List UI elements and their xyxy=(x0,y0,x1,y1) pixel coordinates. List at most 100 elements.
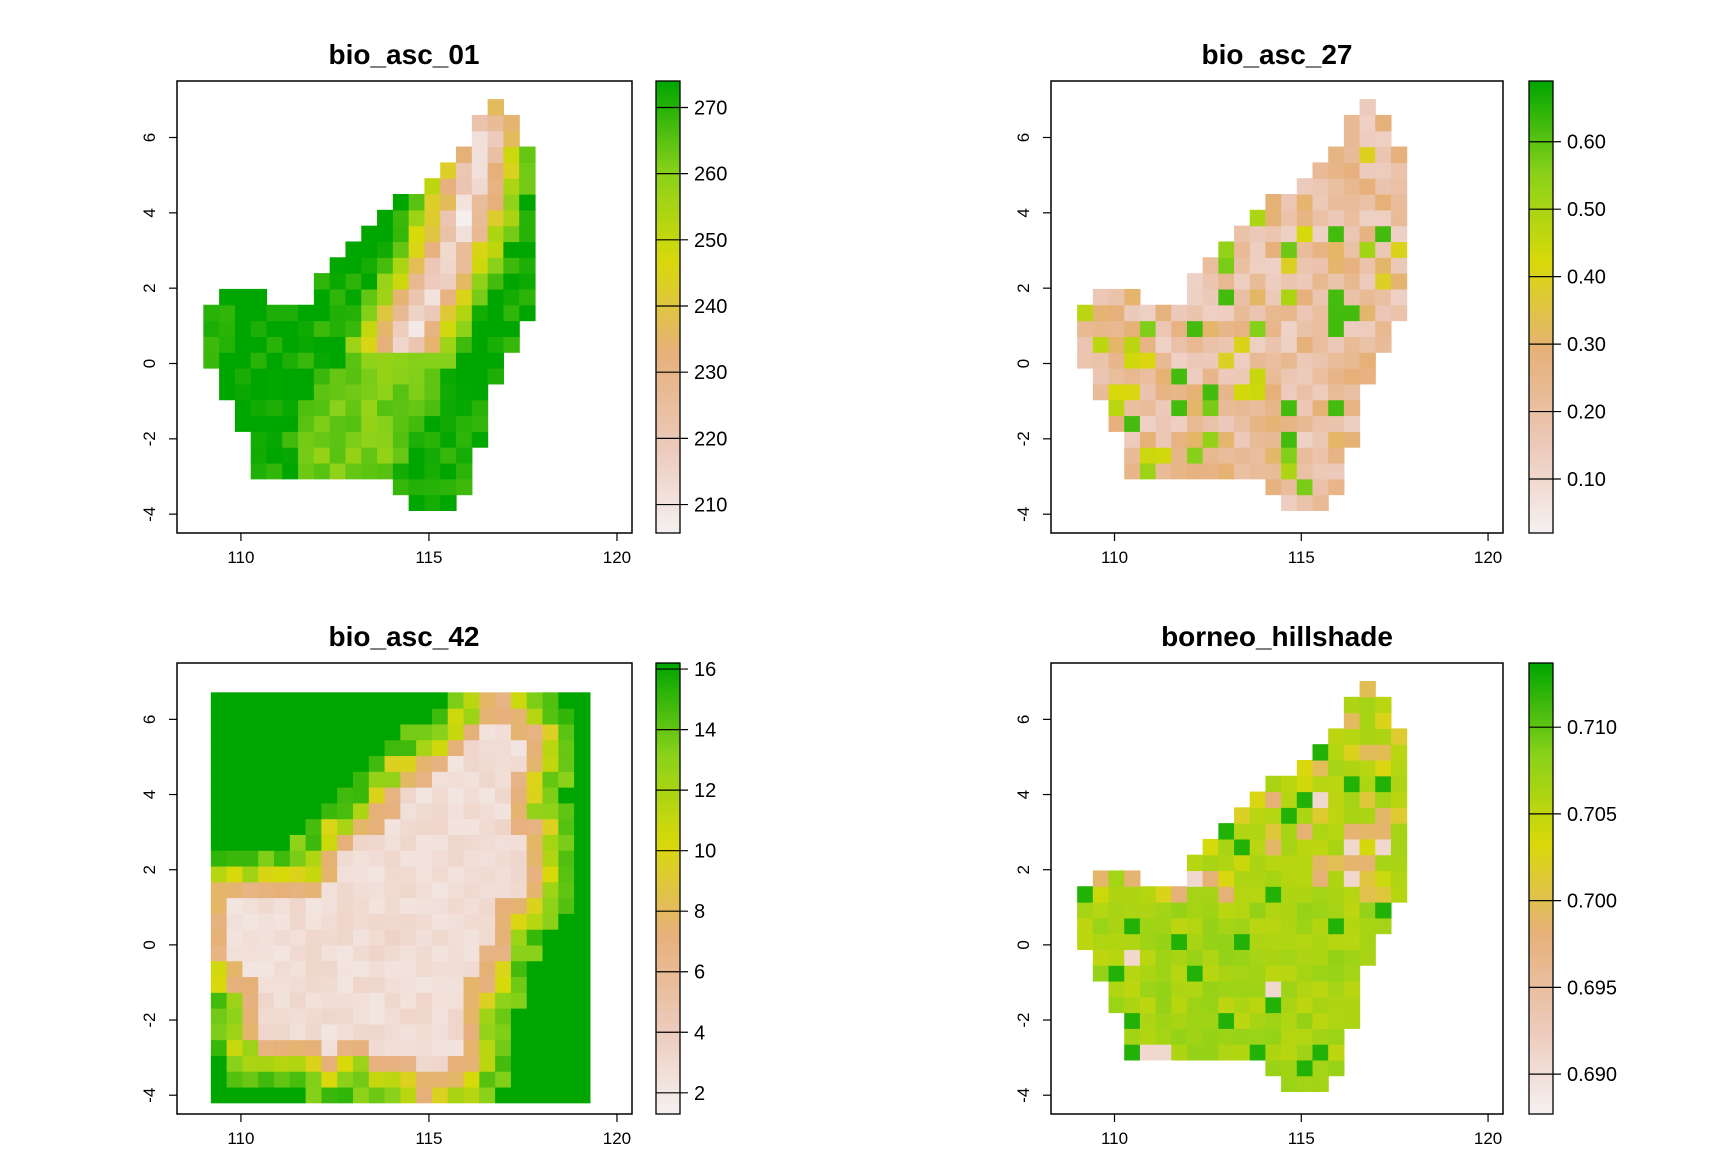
raster-cell xyxy=(377,336,394,353)
raster-cell xyxy=(416,802,433,820)
raster-cell xyxy=(526,976,544,993)
legend-swatch xyxy=(1529,404,1553,410)
raster-cell xyxy=(1202,902,1219,919)
raster-cell xyxy=(1265,823,1282,840)
raster-cell xyxy=(1343,368,1361,385)
raster-cell xyxy=(1359,209,1376,227)
raster-cell xyxy=(463,771,480,788)
raster-cell xyxy=(558,739,575,757)
y-tick-label: -2 xyxy=(1014,1012,1033,1027)
raster-cell xyxy=(1218,917,1235,935)
raster-cell xyxy=(352,929,370,946)
legend-swatch xyxy=(1529,768,1553,773)
raster-cell xyxy=(1124,1012,1141,1029)
raster-cell xyxy=(1234,241,1251,258)
raster-cell xyxy=(1218,902,1235,919)
legend-swatch xyxy=(656,1020,680,1025)
raster-cell xyxy=(408,368,426,385)
legend-swatch xyxy=(1529,212,1553,218)
raster-cell xyxy=(1281,352,1298,369)
raster-cell xyxy=(1281,225,1298,243)
raster-cell xyxy=(510,818,528,835)
raster-cell xyxy=(1124,1028,1141,1045)
raster-cell xyxy=(1171,902,1188,919)
legend-swatch xyxy=(656,1072,680,1077)
raster-cell xyxy=(1092,352,1110,369)
raster-cell xyxy=(1281,775,1298,793)
legend-swatch xyxy=(1529,107,1553,112)
y-tick-label: 0 xyxy=(1014,940,1033,949)
raster-cell xyxy=(1249,1044,1267,1061)
legend-swatch xyxy=(656,1098,680,1104)
raster-cell xyxy=(526,708,544,725)
legend-swatch xyxy=(1529,495,1553,500)
raster-cell xyxy=(377,304,394,322)
raster-cell xyxy=(289,771,307,788)
raster-cell xyxy=(352,850,370,867)
legend-swatch xyxy=(1529,1106,1553,1111)
raster-cell xyxy=(456,447,473,464)
raster-cell xyxy=(463,708,480,725)
raster-cell xyxy=(1092,886,1110,903)
raster-cell xyxy=(1375,288,1392,306)
raster-cell xyxy=(1234,965,1251,982)
raster-cell xyxy=(542,802,559,820)
raster-cell xyxy=(226,739,244,757)
raster-cell xyxy=(274,865,291,883)
raster-cell xyxy=(542,976,559,993)
raster-cell xyxy=(1375,917,1392,935)
raster-cell xyxy=(1108,399,1125,417)
raster-cell xyxy=(1124,980,1141,998)
raster-cell xyxy=(298,352,315,369)
legend-swatch xyxy=(656,1023,680,1029)
legend-swatch xyxy=(656,152,680,157)
legend-swatch xyxy=(656,239,680,244)
raster-cell xyxy=(1390,886,1408,903)
raster-cell xyxy=(258,881,275,899)
raster-cell xyxy=(1328,728,1345,745)
raster-cell xyxy=(1186,949,1204,966)
raster-cell xyxy=(1092,917,1110,935)
raster-cell xyxy=(203,320,220,337)
raster-cell xyxy=(1390,744,1408,761)
legend-swatch xyxy=(1529,1023,1553,1029)
raster-cell xyxy=(361,241,378,258)
raster-cell xyxy=(487,352,504,369)
legend-tick-label: 250 xyxy=(694,230,727,252)
raster-cells xyxy=(1077,681,1408,1093)
raster-cell xyxy=(408,225,426,243)
raster-cell xyxy=(1265,288,1282,306)
legend-swatch xyxy=(1529,416,1553,421)
raster-cell xyxy=(305,723,322,741)
raster-cell xyxy=(203,352,220,369)
raster-cell xyxy=(274,1055,291,1072)
raster-cell xyxy=(1281,320,1298,337)
raster-cell xyxy=(1092,902,1110,919)
raster-cell xyxy=(440,288,457,306)
raster-cell xyxy=(447,692,465,709)
raster-cell xyxy=(574,960,591,978)
legend-swatch xyxy=(656,820,680,826)
raster-cell xyxy=(242,881,259,899)
raster-cell xyxy=(361,320,378,337)
legend-swatch xyxy=(1529,948,1553,953)
raster-cell xyxy=(305,787,322,804)
raster-cell xyxy=(1265,1012,1282,1029)
raster-cell xyxy=(1328,415,1345,432)
raster-cell xyxy=(1202,965,1219,982)
legend-swatch xyxy=(656,389,680,395)
raster-cell xyxy=(431,960,449,978)
raster-cell xyxy=(447,1086,465,1104)
raster-cell xyxy=(1218,838,1235,856)
raster-cell xyxy=(1218,399,1235,417)
raster-cell xyxy=(495,1008,512,1025)
raster-cell xyxy=(289,850,307,867)
raster-cell xyxy=(289,818,307,835)
raster-cell xyxy=(424,462,441,480)
raster-cell xyxy=(574,1055,591,1072)
raster-cell xyxy=(1312,352,1329,369)
legend-swatch xyxy=(1529,111,1553,116)
raster-cell xyxy=(1234,304,1251,322)
legend-swatch xyxy=(1529,730,1553,735)
raster-cell xyxy=(345,431,362,448)
